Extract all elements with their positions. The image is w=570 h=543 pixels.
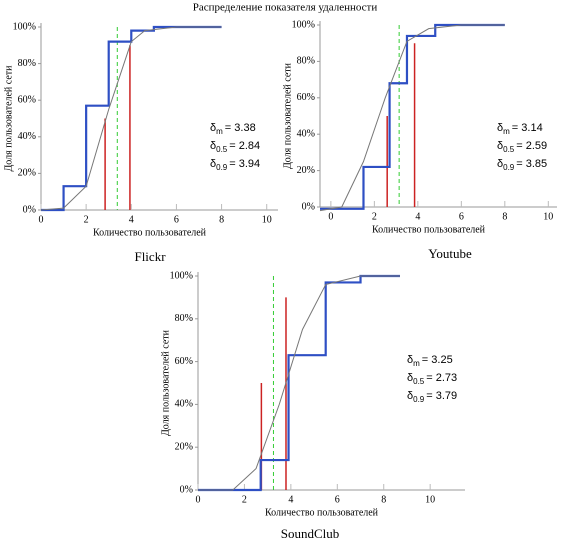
- y-tick-label: 20%: [175, 441, 193, 452]
- x-tick-label: 8: [502, 211, 507, 222]
- stat-value: = 3.14: [512, 122, 543, 134]
- stat-symbol: δ: [210, 140, 216, 152]
- y-tick-label: 40%: [297, 128, 315, 139]
- y-tick-label: 20%: [297, 165, 315, 176]
- x-tick-label: 4: [415, 211, 420, 222]
- stat-subscript: m: [216, 127, 223, 136]
- y-tick-label: 60%: [18, 94, 36, 105]
- stat-subscript: m: [413, 359, 420, 368]
- y-tick-label: 60%: [297, 92, 315, 103]
- stat-value: = 3.79: [426, 390, 457, 402]
- x-tick-label: 8: [219, 214, 224, 225]
- stat-symbol: δ: [407, 390, 413, 402]
- stat-label: δm = 3.38: [210, 122, 256, 136]
- x-axis-label: Количество пользователей: [265, 507, 379, 518]
- x-axis-label: Количество пользователей: [93, 227, 207, 238]
- smooth-line: [319, 24, 505, 212]
- stat-symbol: δ: [407, 372, 413, 384]
- x-tick-label: 0: [328, 211, 333, 222]
- y-tick-label: 60%: [175, 356, 193, 367]
- x-tick-label: 4: [288, 494, 293, 505]
- panel-title: SoundClub: [281, 526, 340, 541]
- stat-label: δ0.9 = 3.79: [407, 390, 457, 404]
- x-tick-label: 2: [84, 214, 89, 225]
- stat-label: δ0.5 = 2.73: [407, 372, 457, 386]
- stat-value: = 3.85: [516, 158, 547, 170]
- y-tick-label: 40%: [18, 131, 36, 142]
- stat-symbol: δ: [497, 122, 503, 134]
- y-tick-label: 80%: [18, 58, 36, 69]
- stat-value: = 3.94: [229, 158, 260, 170]
- step-line: [41, 25, 222, 212]
- stat-label: δ0.5 = 2.84: [210, 140, 260, 154]
- stat-label: δm = 3.25: [407, 354, 453, 368]
- stat-subscript: 0.5: [503, 145, 515, 154]
- stat-value: = 3.25: [422, 354, 453, 366]
- x-tick-label: 0: [39, 214, 44, 225]
- stat-subscript: 0.5: [413, 377, 425, 386]
- y-axis-label: Доля пользователей сети: [282, 62, 293, 169]
- stat-symbol: δ: [407, 354, 413, 366]
- x-tick-label: 6: [335, 494, 340, 505]
- stat-symbol: δ: [497, 140, 503, 152]
- x-tick-label: 0: [196, 494, 201, 505]
- y-tick-label: 80%: [297, 56, 315, 67]
- x-axis-label: Количество пользователей: [372, 224, 486, 235]
- x-tick-label: 10: [425, 494, 435, 505]
- y-tick-label: 40%: [175, 399, 193, 410]
- y-tick-label: 100%: [13, 21, 36, 32]
- x-tick-label: 6: [459, 211, 464, 222]
- stat-subscript: 0.9: [413, 395, 425, 404]
- stat-symbol: δ: [210, 122, 216, 134]
- smooth-line: [198, 275, 400, 491]
- y-axis-label: Доля пользователей сети: [160, 329, 171, 436]
- y-tick-label: 0%: [23, 204, 36, 215]
- stat-subscript: m: [503, 127, 510, 136]
- y-axis-label: Доля пользователей сети: [3, 65, 14, 172]
- stat-label: δm = 3.14: [497, 122, 543, 136]
- y-tick-label: 0%: [302, 201, 315, 212]
- figure-title: Распределение показателя удаленности: [193, 2, 378, 14]
- y-tick-label: 100%: [292, 19, 315, 30]
- y-tick-label: 20%: [18, 168, 36, 179]
- x-tick-label: 10: [262, 214, 272, 225]
- step-line: [320, 23, 505, 210]
- y-tick-label: 100%: [170, 270, 193, 281]
- stat-subscript: 0.9: [216, 163, 228, 172]
- stat-subscript: 0.9: [503, 163, 515, 172]
- panel-title: Youtube: [428, 246, 472, 261]
- x-tick-label: 2: [372, 211, 377, 222]
- y-tick-label: 80%: [175, 313, 193, 324]
- panel-title: Flickr: [134, 249, 166, 264]
- stat-label: δ0.5 = 2.59: [497, 140, 547, 154]
- x-tick-label: 8: [381, 494, 386, 505]
- stat-label: δ0.9 = 3.85: [497, 158, 547, 172]
- stat-label: δ0.9 = 3.94: [210, 158, 260, 172]
- step-line: [198, 274, 400, 492]
- stat-value: = 2.59: [516, 140, 547, 152]
- stat-symbol: δ: [210, 158, 216, 170]
- smooth-line: [40, 26, 222, 211]
- x-tick-label: 10: [543, 211, 553, 222]
- x-tick-label: 4: [129, 214, 134, 225]
- stat-value: = 2.73: [426, 372, 457, 384]
- stat-symbol: δ: [497, 158, 503, 170]
- stat-subscript: 0.5: [216, 145, 228, 154]
- x-tick-label: 6: [174, 214, 179, 225]
- y-tick-label: 0%: [180, 484, 193, 495]
- x-tick-label: 2: [242, 494, 247, 505]
- stat-value: = 2.84: [229, 140, 260, 152]
- stat-value: = 3.38: [225, 122, 256, 134]
